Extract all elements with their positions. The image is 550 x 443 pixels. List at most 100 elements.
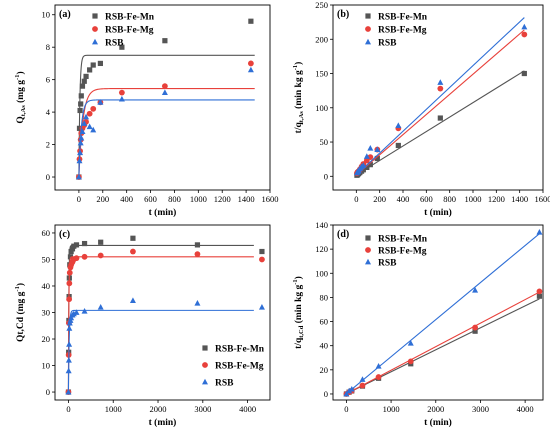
data-point-rsb-fe-mn: [73, 242, 80, 248]
data-point-rsb-fe-mn: [76, 125, 83, 131]
data-point-rsb: [247, 66, 254, 73]
data-point-rsb: [73, 309, 80, 315]
data-point-rsb-fe-mg: [472, 324, 478, 331]
x-tick-label: 0: [344, 404, 348, 414]
plot-frame: [54, 224, 271, 401]
data-point-rsb-fe-mg: [97, 252, 104, 259]
y-tick-label: 0: [324, 171, 328, 181]
chart-panel-1: 0 200 400 600 800 1000 1200 1400 1600 0 2 4 6 8 10 t (m…: [14, 4, 279, 218]
data-point-rsb: [76, 157, 83, 164]
data-point-rsb: [346, 387, 353, 394]
legend-label: RSB-Fe-Mg: [215, 362, 264, 372]
data-point-rsb-fe-mn: [395, 142, 401, 149]
data-point-rsb-fe-mn: [437, 115, 443, 121]
data-point-rsb-fe-mn: [79, 83, 86, 89]
data-point-rsb: [97, 303, 104, 310]
legend-label: RSB: [215, 379, 234, 389]
x-axis-label: t (min): [424, 207, 452, 218]
fit-line-rsb: [67, 309, 254, 393]
legend-marker: [365, 38, 371, 45]
fit-line-rsb-fe-mg: [78, 88, 255, 178]
data-point-rsb: [78, 134, 85, 141]
data-point-rsb: [118, 95, 125, 102]
legend-marker: [202, 378, 208, 385]
x-axis-label: t (min): [424, 417, 452, 428]
data-point-rsb: [79, 128, 86, 134]
x-tick-label: 4000: [239, 404, 256, 414]
data-point-rsb-fe-mn: [81, 78, 87, 84]
data-point-rsb-fe-mg: [375, 374, 382, 380]
data-point-rsb: [343, 390, 350, 397]
y-axis-label: t/qt,Cd (min kg g-1): [292, 276, 305, 349]
panel-label: (b): [337, 9, 349, 20]
y-tick-label: 10: [42, 10, 51, 20]
legend-marker: [202, 345, 208, 351]
x-tick-label: 0: [66, 404, 70, 414]
x-tick-label: 2000: [150, 404, 167, 414]
y-tick-label: 60: [320, 317, 329, 327]
chart-panel-3: 0 1000 2000 3000 4000 0 10 20 30 40 50 60 t (min) Qt,…: [14, 224, 271, 428]
data-point-rsb: [66, 325, 73, 331]
x-tick-label: 1000: [465, 194, 482, 204]
data-point-rsb: [258, 303, 265, 310]
legend-label: RSB: [378, 39, 397, 49]
data-point-rsb-fe-mn: [81, 240, 88, 247]
y-tick-label: 50: [320, 137, 329, 147]
x-tick-label: 400: [120, 194, 133, 204]
y-tick-label: 60: [42, 228, 51, 238]
y-tick-label: 140: [315, 220, 328, 230]
legend-marker: [365, 258, 371, 265]
legend-label: RSB-Fe-Mg: [378, 247, 427, 257]
data-point-rsb: [83, 113, 90, 120]
data-point-rsb-fe-mn: [97, 60, 103, 67]
fit-line-rsb: [346, 233, 540, 395]
data-point-rsb-fe-mg: [130, 248, 136, 255]
x-tick-label: 1000: [383, 404, 400, 414]
legend-marker: [365, 235, 371, 241]
legend-marker: [92, 13, 98, 19]
y-tick-label: 4: [46, 107, 51, 117]
legend-label: RSB-Fe-Mn: [105, 13, 155, 23]
plot-frame: [332, 224, 544, 401]
data-point-rsb-fe-mn: [87, 67, 93, 73]
data-point-rsb: [86, 123, 93, 130]
y-tick-label: 2: [46, 140, 50, 150]
data-point-rsb-fe-mn: [77, 107, 83, 114]
x-tick-label: 2000: [427, 404, 444, 414]
y-tick-label: 250: [315, 0, 328, 10]
fit-line-rsb-fe-mn: [356, 70, 525, 176]
data-point-rsb: [81, 307, 88, 314]
data-point-rsb-fe-mg: [118, 89, 125, 96]
data-point-rsb-fe-mn: [119, 44, 125, 50]
data-point-rsb-fe-mg: [66, 296, 73, 303]
legend-marker: [202, 362, 208, 368]
data-point-rsb: [77, 149, 84, 156]
data-point-rsb: [472, 286, 479, 293]
chart-panel-2: 0 200 400 600 800 1000 1200 1400 1600 0 50 100 150 20…: [292, 0, 550, 218]
data-point-rsb-fe-mg: [437, 85, 444, 92]
x-tick-label: 200: [96, 194, 109, 204]
y-tick-label: 50: [42, 254, 51, 264]
x-tick-label: 1000: [190, 194, 207, 204]
fit-line-rsb-fe-mg: [67, 256, 254, 393]
fit-line-rsb-fe-mg: [346, 291, 540, 395]
x-tick-label: 1600: [262, 194, 279, 204]
y-tick-label: 120: [315, 244, 328, 254]
data-point-rsb: [536, 229, 543, 235]
data-point-rsb-fe-mn: [259, 248, 265, 255]
x-tick-label: 1200: [214, 194, 231, 204]
x-tick-label: 0: [77, 194, 81, 204]
y-tick-label: 150: [315, 69, 328, 79]
data-point-rsb: [348, 385, 355, 392]
y-tick-label: 20: [42, 334, 51, 344]
plot-frame: [54, 4, 271, 191]
data-point-rsb: [375, 363, 382, 369]
legend-label: RSB-Fe-Mn: [378, 235, 428, 245]
legend-label: RSB-Fe-Mg: [378, 26, 427, 36]
x-tick-label: 4000: [517, 404, 534, 414]
fit-line-rsb-fe-mg: [355, 29, 525, 176]
x-axis-label: t (min): [149, 207, 177, 218]
data-point-rsb-fe-mn: [78, 101, 84, 107]
panel-label: (c): [59, 229, 70, 240]
y-tick-label: 0: [46, 387, 50, 397]
